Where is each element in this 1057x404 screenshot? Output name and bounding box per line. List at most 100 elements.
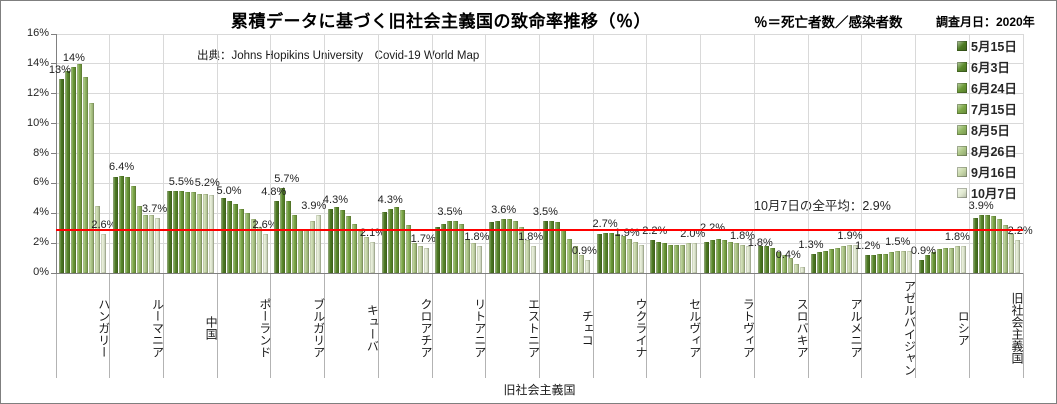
bar [519, 226, 525, 273]
bar [704, 241, 710, 273]
bar-label: 0.9% [571, 244, 597, 257]
legend-item: 8月5日 [957, 119, 1017, 140]
bar [417, 246, 423, 273]
bar [495, 220, 501, 273]
bar-label: 5.2% [194, 177, 220, 190]
gridline [592, 34, 594, 273]
bar [692, 243, 698, 273]
category-separator [109, 273, 111, 378]
category-separator [968, 273, 970, 378]
category-label: ポーランド [257, 298, 272, 358]
category-label: リトアニア [472, 298, 487, 358]
bar-label: 3.9% [968, 199, 994, 212]
bar [901, 250, 907, 273]
category-separator [861, 273, 863, 378]
category-separator [55, 273, 57, 378]
bar-label: 6.4% [109, 160, 135, 173]
bar [817, 252, 823, 273]
bar [59, 78, 65, 273]
legend: 5月15日 6月3日 6月24日 7月15日 8月5日 8月26日 9月16日 10月7日 [957, 35, 1017, 203]
bar [411, 243, 417, 273]
bar [853, 244, 859, 273]
legend-marker-icon [957, 166, 967, 177]
bar [548, 220, 554, 273]
bar [71, 66, 77, 273]
bar [936, 249, 942, 273]
gridline [109, 34, 111, 273]
bar-label: 1.8% [464, 231, 490, 244]
bar [811, 253, 817, 273]
bar [405, 225, 411, 273]
bar [465, 238, 471, 273]
bar [746, 246, 752, 273]
bar [477, 246, 483, 273]
bar-label: 1.9% [837, 229, 863, 242]
category-separator [1022, 273, 1024, 378]
bar-label: 1.3% [798, 238, 824, 251]
bar-label: 1.2% [855, 240, 881, 253]
bar [710, 240, 716, 273]
bar-label: 5.7% [274, 172, 300, 185]
gridline [807, 34, 809, 273]
bar [626, 238, 632, 273]
category-separator [753, 273, 755, 378]
bar [972, 217, 978, 273]
gridline [216, 34, 218, 273]
bar-label: 3.5% [532, 205, 558, 218]
bar [656, 241, 662, 273]
bar [387, 208, 393, 273]
bar [781, 255, 787, 273]
legend-marker-icon [957, 61, 967, 72]
gridline [539, 34, 540, 273]
category-label: 中国 [204, 316, 219, 340]
bar [196, 193, 202, 273]
bar [286, 201, 292, 273]
bar [339, 210, 345, 273]
category-label: アルメニア [848, 298, 863, 358]
legend-item: 6月24日 [957, 77, 1017, 98]
bar [1008, 234, 1014, 273]
bar [125, 177, 131, 273]
legend-item: 10月7日 [957, 182, 1017, 203]
chart-title: 累積データに基づく旧社会主義国の致命率推移（％） [231, 12, 651, 31]
y-tick-label: 8% [33, 146, 49, 159]
bar [232, 204, 238, 273]
bar [787, 258, 793, 273]
gridline [485, 34, 487, 273]
bar [459, 223, 465, 273]
category-separator [915, 273, 917, 378]
bar-label: 0.4% [775, 249, 801, 262]
bar [65, 71, 71, 273]
bar [775, 252, 781, 273]
bar [101, 234, 107, 273]
bar [716, 238, 722, 273]
legend-label: 6月3日 [971, 61, 1010, 75]
legend-marker-icon [957, 40, 967, 51]
y-tick-label: 10% [26, 116, 49, 129]
bar-label: 4.8% [261, 186, 287, 199]
bar [740, 244, 746, 273]
bar-label: 2.2% [700, 222, 725, 234]
bar [435, 226, 441, 273]
bar-label: 14% [62, 51, 85, 64]
bar [369, 241, 375, 273]
bar [250, 219, 256, 273]
bar [638, 244, 644, 273]
bar [895, 250, 901, 273]
legend-label: 10月7日 [971, 187, 1017, 201]
bar [620, 235, 626, 273]
category-label: ウクライナ [633, 298, 648, 358]
category-label: エストニア [526, 298, 541, 358]
bar [149, 214, 155, 273]
legend-label: 6月24日 [971, 82, 1017, 96]
legend-marker-icon [957, 145, 967, 156]
bar [447, 220, 453, 273]
bar [441, 223, 447, 273]
bar [608, 232, 614, 273]
bar-label: 3.5% [437, 205, 463, 218]
bar [728, 241, 734, 273]
bar-label: 2.2% [1007, 225, 1033, 238]
bar [143, 214, 149, 273]
bar-label: 1.7% [410, 232, 436, 245]
legend-item: 5月15日 [957, 35, 1017, 56]
